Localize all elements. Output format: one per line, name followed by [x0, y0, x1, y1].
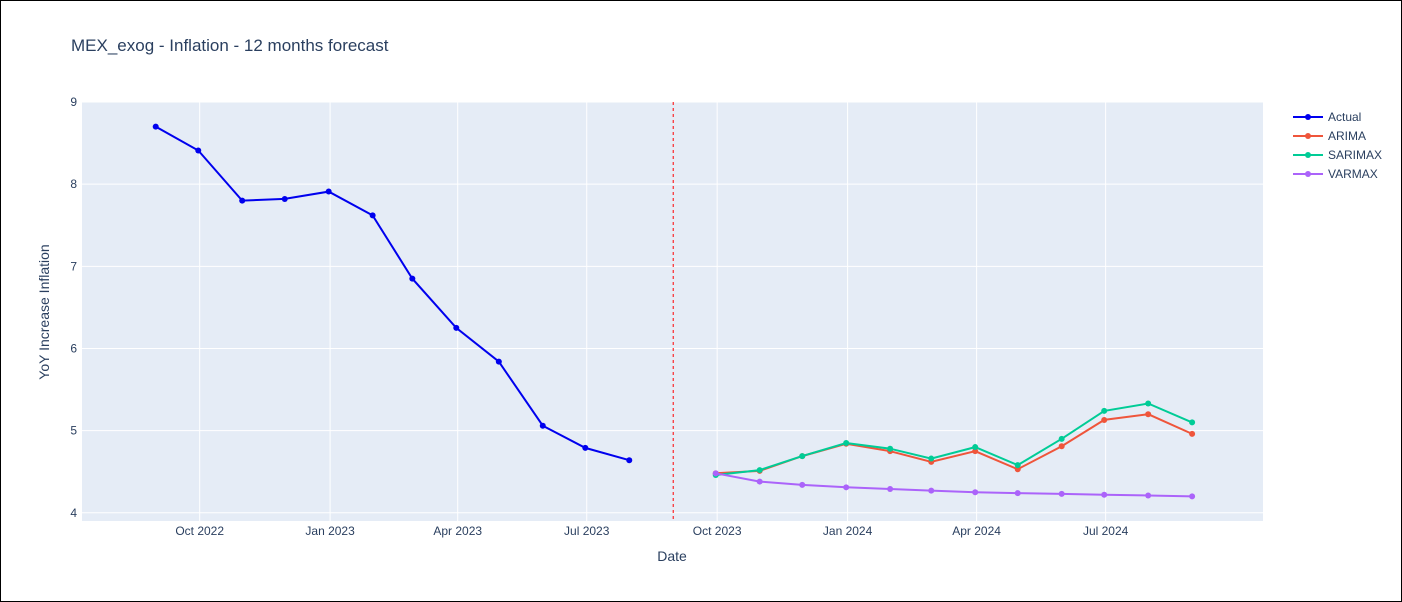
data-point-varmax	[887, 485, 894, 492]
y-tick-label: 8	[70, 177, 77, 191]
x-tick-label: Jan 2024	[823, 524, 873, 538]
plot-area	[82, 102, 1263, 521]
data-point-actual	[281, 195, 288, 202]
data-point-varmax	[1189, 493, 1196, 500]
series-layer	[152, 123, 1196, 500]
data-point-arima	[1014, 466, 1021, 473]
data-point-varmax	[928, 487, 935, 494]
data-point-sarimax	[843, 439, 850, 446]
data-point-sarimax	[928, 455, 935, 462]
data-point-varmax	[799, 481, 806, 488]
data-point-sarimax	[887, 445, 894, 452]
legend-swatch-marker	[1305, 133, 1311, 139]
legend-item-arima[interactable]: ARIMA	[1293, 129, 1366, 143]
data-point-arima	[1101, 416, 1108, 423]
data-point-actual	[325, 188, 332, 195]
data-point-varmax	[1058, 490, 1065, 497]
data-point-actual	[453, 324, 460, 331]
legend-swatch-marker	[1305, 114, 1311, 120]
y-tick-label: 4	[70, 506, 77, 520]
x-tick-label: Jul 2024	[1083, 524, 1129, 538]
y-axis-title: YoY Increase Inflation	[36, 244, 52, 379]
data-point-varmax	[972, 489, 979, 496]
data-point-actual	[539, 422, 546, 429]
legend-label: Actual	[1328, 110, 1361, 124]
axis-layer: 4 5 6 7 8 9 Oct 2022 Jan 2023 Apr 2023 Jul 2023 Oc…	[70, 95, 1128, 538]
data-point-actual	[626, 457, 633, 464]
data-point-varmax	[1014, 490, 1021, 497]
data-point-varmax	[756, 478, 763, 485]
series-line-sarimax	[715, 402, 1193, 476]
y-tick-label: 7	[70, 259, 77, 273]
legend[interactable]: Actual ARIMA SARIMAX VARMAX	[1293, 110, 1382, 181]
data-point-varmax	[843, 484, 850, 491]
data-point-arima	[972, 448, 979, 455]
legend-label: ARIMA	[1328, 129, 1366, 143]
legend-swatch-marker	[1305, 171, 1311, 177]
x-tick-label: Oct 2022	[175, 524, 224, 538]
data-point-sarimax	[799, 453, 806, 460]
data-point-sarimax	[1101, 407, 1108, 414]
data-point-arima	[1189, 430, 1196, 437]
data-point-varmax	[712, 470, 719, 477]
data-point-sarimax	[1014, 462, 1021, 469]
x-tick-label: Jan 2023	[305, 524, 355, 538]
data-point-actual	[582, 444, 589, 451]
x-tick-label: Apr 2024	[952, 524, 1001, 538]
legend-swatch-marker	[1305, 152, 1311, 158]
data-point-sarimax	[1058, 435, 1065, 442]
data-point-actual	[152, 123, 159, 130]
y-tick-label: 5	[70, 424, 77, 438]
data-point-sarimax	[1189, 419, 1196, 426]
series-varmax	[712, 470, 1196, 500]
legend-label: SARIMAX	[1328, 148, 1382, 162]
data-point-actual	[409, 275, 416, 282]
legend-item-sarimax[interactable]: SARIMAX	[1293, 148, 1382, 162]
x-tick-label: Oct 2023	[693, 524, 742, 538]
x-axis-title: Date	[657, 548, 687, 564]
data-point-sarimax	[972, 444, 979, 451]
data-point-varmax	[1145, 492, 1152, 499]
data-point-actual	[195, 147, 202, 154]
legend-label: VARMAX	[1328, 167, 1378, 181]
data-point-actual	[369, 212, 376, 219]
series-line-varmax	[715, 472, 1193, 498]
chart-title: MEX_exog - Inflation - 12 months forecas…	[71, 36, 389, 55]
legend-item-varmax[interactable]: VARMAX	[1293, 167, 1378, 181]
data-point-arima	[1145, 411, 1152, 418]
series-sarimax	[712, 400, 1196, 478]
series-actual	[152, 123, 633, 464]
legend-item-actual[interactable]: Actual	[1293, 110, 1361, 124]
x-tick-label: Jul 2023	[564, 524, 610, 538]
x-tick-label: Apr 2023	[433, 524, 482, 538]
data-point-actual	[239, 197, 246, 204]
data-point-sarimax	[1145, 400, 1152, 407]
data-point-varmax	[1101, 491, 1108, 498]
data-point-actual	[495, 358, 502, 365]
y-tick-label: 6	[70, 341, 77, 355]
series-line-actual	[155, 125, 630, 462]
data-point-arima	[1058, 443, 1065, 450]
y-tick-label: 9	[70, 95, 77, 109]
data-point-sarimax	[756, 467, 763, 474]
gridlines	[82, 101, 1263, 521]
